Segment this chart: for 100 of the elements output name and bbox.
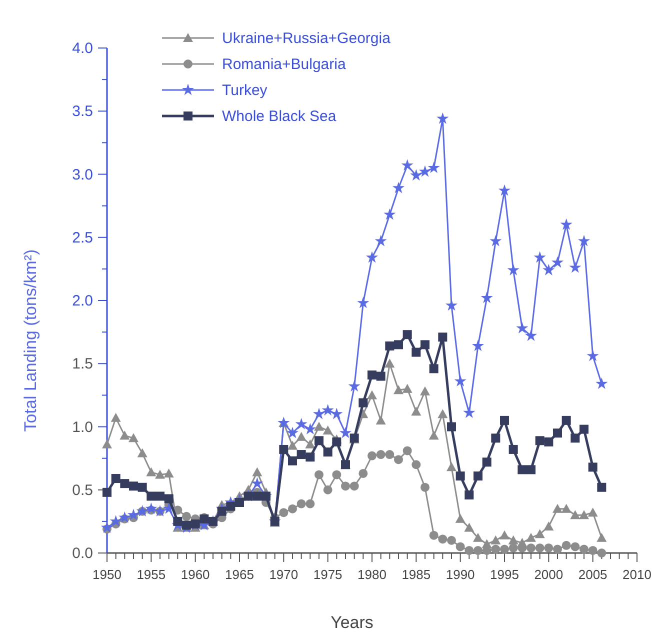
point (544, 521, 554, 530)
point (553, 428, 562, 438)
point (306, 452, 315, 462)
point (438, 409, 448, 418)
x-tick-label: 1985 (402, 567, 431, 582)
point (552, 504, 562, 513)
point (128, 433, 138, 442)
point (561, 504, 572, 513)
point (464, 546, 474, 555)
point (402, 446, 412, 456)
point (429, 364, 438, 374)
x-tick-label: 1965 (225, 567, 254, 582)
point (508, 535, 518, 544)
point (456, 542, 465, 552)
point (392, 182, 405, 194)
point (368, 370, 376, 380)
point (428, 162, 440, 174)
point (394, 340, 403, 350)
point (367, 390, 377, 400)
point (288, 456, 297, 466)
point (137, 448, 148, 458)
point (357, 296, 370, 308)
point (524, 330, 538, 341)
point (578, 234, 590, 246)
point (535, 436, 544, 446)
point (118, 511, 131, 523)
point (474, 471, 482, 480)
point (498, 184, 511, 196)
point (447, 536, 456, 545)
point (544, 543, 554, 552)
point (570, 542, 580, 552)
point (526, 543, 536, 552)
point (500, 416, 509, 425)
point (464, 522, 474, 532)
y-tick-label: 3.0 (72, 166, 93, 184)
point (296, 450, 306, 460)
x-tick-label: 1995 (490, 567, 519, 582)
point (429, 530, 438, 540)
legend-label: Ukraine+Russia+Georgia (222, 30, 392, 47)
point (491, 544, 500, 554)
point (102, 488, 112, 497)
point (102, 439, 112, 448)
point (446, 462, 456, 472)
y-tick-label: 1.0 (72, 418, 93, 436)
point (500, 544, 509, 554)
point (286, 426, 299, 438)
point (570, 434, 580, 443)
point (482, 458, 492, 467)
point (588, 462, 598, 472)
point (145, 502, 158, 514)
point (304, 422, 316, 434)
point (358, 398, 368, 408)
point (252, 492, 262, 501)
point (438, 332, 448, 342)
point (500, 530, 510, 540)
y-tick-label: 0.5 (72, 482, 93, 499)
point (322, 404, 334, 416)
point (226, 502, 236, 511)
point (314, 436, 324, 446)
point (412, 348, 421, 357)
point (341, 482, 350, 491)
point (490, 535, 501, 544)
point (182, 512, 191, 521)
point (586, 350, 599, 362)
point (384, 208, 396, 220)
point (588, 546, 598, 555)
x-tick-label: 1970 (269, 567, 298, 582)
x-tick-label: 2005 (578, 567, 608, 582)
point (155, 470, 165, 479)
point (127, 508, 140, 520)
point (508, 543, 518, 552)
point (394, 385, 404, 394)
point (526, 465, 536, 474)
point (412, 460, 421, 470)
point (562, 540, 571, 550)
point (420, 386, 430, 396)
y-tick-label: 1.5 (72, 356, 93, 373)
point (366, 251, 378, 263)
point (296, 432, 306, 441)
point (120, 430, 130, 440)
point (120, 479, 130, 488)
point (339, 426, 352, 438)
point (279, 444, 288, 454)
point (164, 494, 174, 504)
point (596, 532, 607, 542)
point (418, 165, 432, 177)
point (217, 506, 226, 516)
x-tick-label: 1960 (180, 567, 210, 582)
point (252, 467, 262, 476)
point (312, 408, 326, 420)
point (580, 424, 588, 434)
point (332, 470, 342, 480)
point (288, 440, 298, 450)
point (374, 234, 387, 246)
point (507, 264, 520, 276)
x-tick-label: 2010 (622, 567, 652, 582)
point (296, 499, 306, 508)
point (597, 548, 606, 558)
point (402, 384, 412, 393)
point (579, 510, 589, 520)
